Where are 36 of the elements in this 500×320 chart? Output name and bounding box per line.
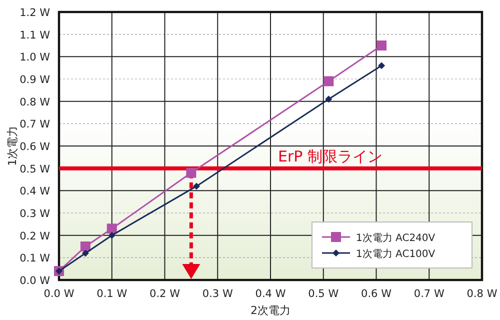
y-tick-label: 0.2 W (20, 230, 51, 242)
x-tick-label: 0.5 W (308, 288, 340, 300)
legend-label: 1次電力 AC100V (356, 248, 436, 260)
y-tick-label: 0.4 W (20, 186, 51, 198)
y-tick-label: 0.6 W (20, 141, 51, 153)
x-tick-label: 0.3 W (202, 288, 234, 300)
point (192, 182, 200, 190)
y-tick-label: 1.2 W (20, 7, 51, 19)
y-tick-label: 0.8 W (20, 96, 51, 108)
y-tick-label: 0.7 W (20, 118, 51, 131)
point (82, 250, 89, 257)
x-tick-label: 0.4 W (255, 288, 286, 300)
point (325, 96, 332, 103)
point (378, 62, 386, 70)
point (106, 224, 117, 234)
x-tick-label: 0.0 W (44, 288, 75, 300)
point (80, 242, 90, 252)
y-tick-label: 0.0 W (20, 275, 51, 287)
x-tick-label: 0.7 W (414, 288, 445, 300)
y-tick-label: 0.1 W (20, 252, 51, 265)
y-axis-title: 1次電力 (6, 126, 19, 166)
point (376, 40, 387, 50)
point (324, 76, 334, 86)
y-tick-label: 1.0 W (20, 52, 51, 64)
y-tick-label: 0.9 W (20, 74, 51, 86)
legend-label: 1次電力 AC240V (356, 232, 436, 244)
x-tick-label: 0.8 W (466, 288, 498, 300)
point (108, 232, 116, 239)
y-tick-label: 1.1 W (20, 29, 51, 42)
x-tick-label: 0.1 W (96, 288, 128, 300)
x-tick-label: 0.6 W (361, 288, 392, 300)
point (186, 168, 196, 178)
x-tick-label: 0.2 W (150, 288, 181, 300)
y-tick-label: 0.3 W (20, 208, 51, 220)
x-axis-title: 2次電力 (250, 304, 290, 317)
y-tick-label: 0.5 W (20, 163, 51, 176)
